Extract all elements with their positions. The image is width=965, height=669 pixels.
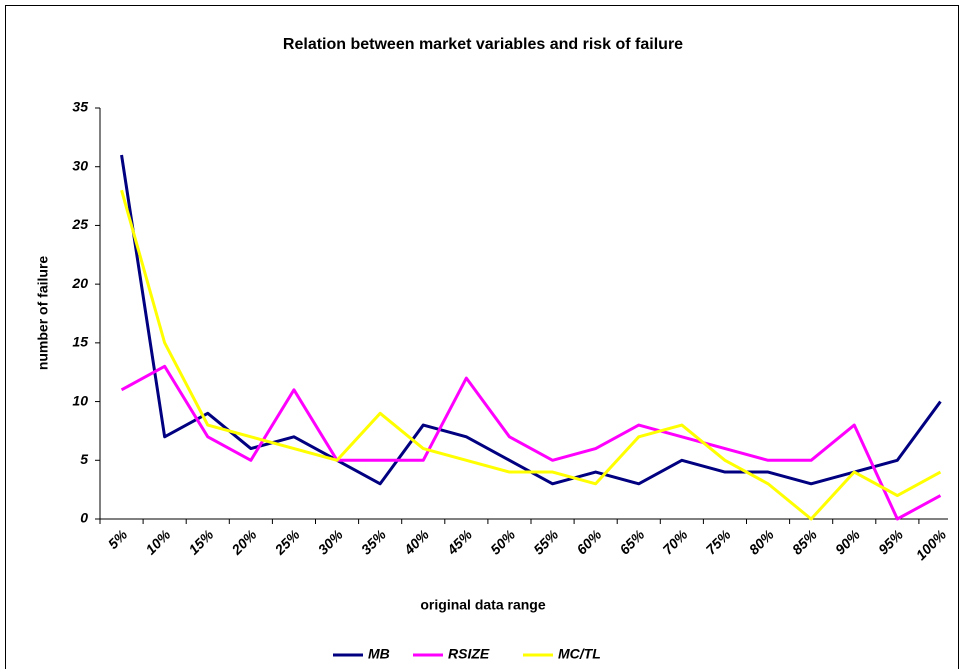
legend-label: MC/TL [558,646,601,662]
chart-title: Relation between market variables and ri… [283,36,683,53]
x-axis-title: original data range [420,597,545,613]
y-axis-title: number of failure [35,256,51,371]
y-tick-label: 20 [71,275,88,291]
y-tick-label: 30 [72,157,88,173]
y-tick-label: 10 [72,392,88,408]
legend-label: RSIZE [448,646,490,662]
y-tick-label: 5 [80,451,88,467]
y-tick-label: 25 [71,216,88,232]
y-tick-label: 35 [72,99,88,115]
line-series [120,364,942,521]
legend-label: MB [368,646,390,662]
y-tick-label: 0 [80,510,88,526]
y-tick-label: 15 [72,334,88,350]
line-series [120,189,942,521]
